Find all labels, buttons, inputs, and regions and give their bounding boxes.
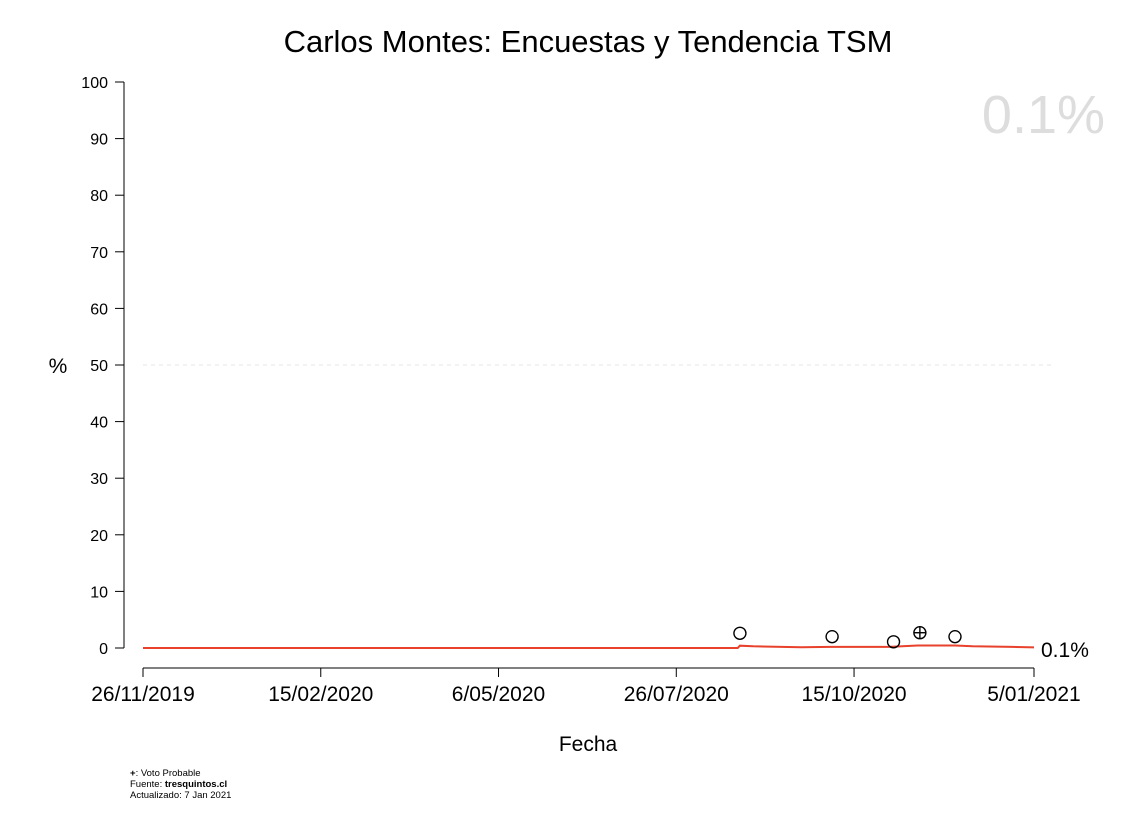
chart-title: Carlos Montes: Encuestas y Tendencia TSM	[284, 24, 893, 59]
y-tick-label: 100	[81, 75, 108, 92]
y-tick-label: 30	[90, 471, 108, 488]
y-tick-label: 50	[90, 358, 108, 375]
poll-point	[886, 635, 901, 649]
end-value-label: 0.1%	[1041, 639, 1089, 662]
poll-marker	[825, 629, 839, 644]
x-axis-label: Fecha	[559, 733, 618, 756]
x-tick-label: 26/11/2019	[91, 683, 195, 706]
x-tick-label: 5/01/2021	[987, 683, 1080, 706]
poll-marker	[886, 635, 901, 649]
x-tick-label: 26/07/2020	[624, 683, 729, 706]
updated-note: Actualizado: 7 Jan 2021	[130, 790, 232, 801]
y-tick-label: 20	[90, 528, 108, 545]
voto-probable-text: : Voto Probable	[135, 768, 201, 779]
voto-probable-symbol: +	[130, 768, 136, 779]
y-tick-label: 0	[99, 641, 108, 658]
poll-marker	[948, 629, 962, 644]
poll-point	[948, 629, 962, 644]
x-tick-label: 15/10/2020	[801, 683, 906, 706]
y-tick-label: 10	[90, 584, 108, 601]
legend-note: +: Voto Probable	[130, 768, 231, 779]
y-tick-label: 60	[90, 301, 108, 318]
y-tick-label: 40	[90, 415, 108, 432]
poll-marker	[733, 626, 747, 640]
poll-point	[825, 629, 839, 644]
y-axis: 0 10 20 30 40 50 60 70 80 90 100	[81, 75, 125, 658]
source-prefix: Fuente:	[130, 779, 165, 790]
poll-point	[733, 626, 747, 640]
current-value-watermark: 0.1%	[982, 85, 1105, 145]
x-tick-label: 6/05/2020	[452, 683, 545, 706]
y-tick-label: 70	[90, 245, 108, 262]
poll-point	[913, 626, 927, 640]
chart-footer: +: Voto Probable Fuente: tresquintos.cl …	[130, 768, 231, 801]
trend-line	[143, 644, 1035, 649]
source-note: Fuente: tresquintos.cl	[130, 779, 231, 790]
y-axis-label: %	[49, 355, 68, 378]
y-tick-label: 80	[90, 188, 108, 205]
y-tick-label: 90	[90, 132, 108, 149]
source-name: tresquintos.cl	[164, 779, 228, 790]
x-tick-label: 15/02/2020	[268, 683, 373, 706]
x-axis: 26/11/2019 15/02/2020 6/05/2020 26/07/2020 1…	[91, 667, 1081, 706]
